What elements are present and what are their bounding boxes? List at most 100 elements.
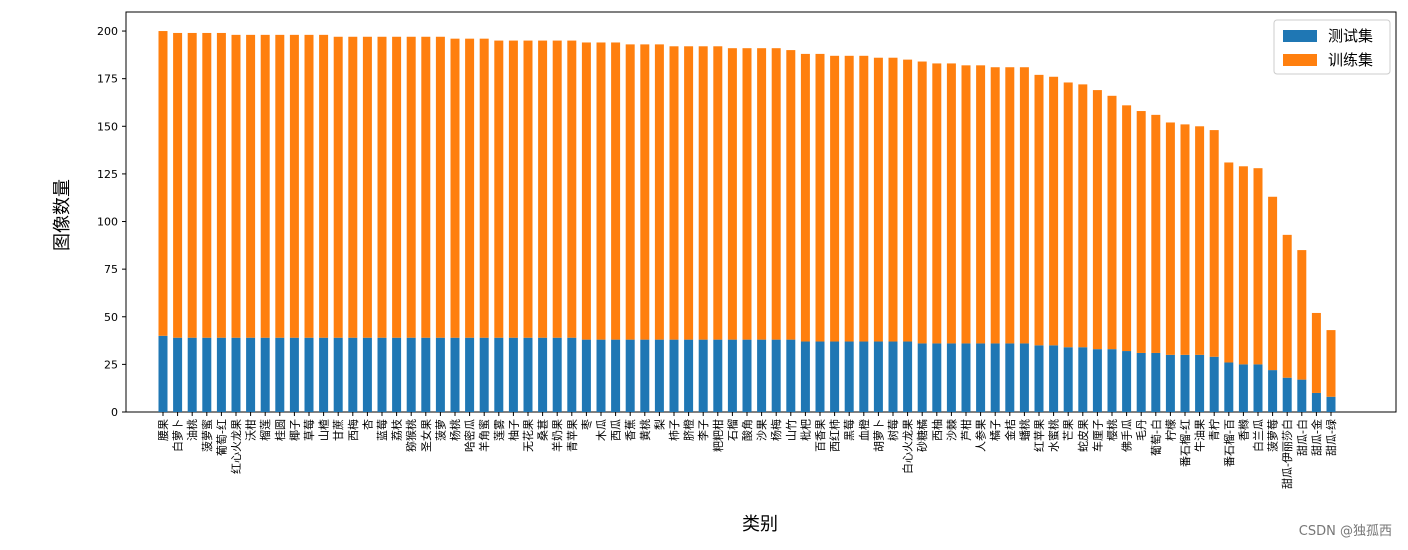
- bar-segment: [508, 337, 518, 412]
- x-tick-label: 葡萄-白: [1149, 419, 1163, 456]
- bar-segment: [1078, 347, 1088, 412]
- x-tick-label: 山楂: [317, 419, 331, 441]
- x-tick-label: 榴莲: [258, 419, 272, 441]
- bar-segment: [1005, 343, 1015, 412]
- bar-segment: [800, 53, 810, 342]
- bar-segment: [1151, 352, 1161, 412]
- x-tick-label: 椰子: [287, 419, 301, 441]
- x-tick-label: 黑莓: [843, 419, 856, 441]
- x-tick-label: 佛手瓜: [1120, 419, 1134, 452]
- bar-segment: [990, 67, 1000, 344]
- x-tick-label: 西瓜: [610, 419, 623, 441]
- x-tick-label: 菠萝莓: [1267, 419, 1280, 452]
- bar-segment: [304, 337, 314, 412]
- bar-segment: [611, 42, 621, 340]
- bar-segment: [1049, 76, 1059, 346]
- bar-segment: [815, 53, 825, 342]
- x-tick-label: 芒果: [1062, 419, 1075, 441]
- x-tick-label: 番石榴-百: [1222, 419, 1236, 467]
- x-tick-label: 圣女果: [419, 419, 433, 452]
- x-tick-label: 甜瓜-白: [1295, 419, 1309, 456]
- bar-segment: [1078, 84, 1088, 348]
- bar-segment: [888, 341, 898, 412]
- bar-segment: [1238, 166, 1248, 365]
- x-tick-label: 芦柑: [959, 419, 973, 441]
- bar-segment: [260, 337, 270, 412]
- y-tick-label: 150: [97, 120, 118, 133]
- bar-segment: [538, 337, 548, 412]
- bar-segment: [450, 38, 460, 338]
- x-tick-label: 梨: [652, 419, 666, 430]
- bar-segment: [1136, 352, 1146, 412]
- x-tick-label: 柿子: [667, 419, 681, 441]
- x-tick-label: 无花果: [522, 419, 535, 452]
- bar-segment: [1151, 114, 1161, 353]
- bar-segment: [1209, 130, 1219, 357]
- x-tick-label: 石榴: [725, 419, 739, 441]
- y-tick-label: 125: [97, 168, 118, 181]
- x-tick-label: 粑粑柑: [711, 419, 725, 452]
- x-tick-label: 甜瓜-金: [1309, 419, 1323, 456]
- bar-segment: [815, 341, 825, 412]
- bar-segment: [1122, 351, 1132, 412]
- bar-segment: [654, 339, 664, 412]
- x-tick-label: 葡萄-红: [215, 419, 228, 456]
- x-tick-label: 水蜜桃: [1047, 419, 1061, 452]
- bar-segment: [771, 339, 781, 412]
- x-tick-label: 哈密瓜: [463, 419, 477, 452]
- x-tick-label: 香蕉: [624, 419, 637, 441]
- bar-segment: [187, 337, 197, 412]
- bar-segment: [684, 46, 694, 340]
- bar-segment: [246, 337, 256, 412]
- x-tick-label: 树莓: [886, 419, 900, 441]
- x-tick-label: 白心火龙果: [901, 419, 915, 474]
- bar-segment: [786, 50, 796, 340]
- bar-segment: [333, 337, 343, 412]
- bar-segment: [946, 63, 956, 344]
- bar-segment: [830, 341, 840, 412]
- x-tick-label: 李子: [696, 419, 710, 441]
- x-tick-label: 羊角蜜: [477, 419, 491, 452]
- x-tick-label: 红苹果: [1032, 419, 1046, 452]
- bar-segment: [435, 337, 445, 412]
- bar-segment: [742, 339, 752, 412]
- x-tick-label: 菠萝: [434, 419, 447, 441]
- bar-segment: [552, 337, 562, 412]
- y-tick-label: 200: [97, 25, 118, 38]
- bar-segment: [1107, 349, 1117, 412]
- bar-segment: [1326, 330, 1336, 397]
- x-tick-label: 羊奶果: [550, 419, 564, 452]
- bar-segment: [888, 57, 898, 342]
- bar-segment: [713, 339, 723, 412]
- bar-segment: [333, 36, 343, 338]
- bar-segment: [727, 48, 737, 340]
- x-tick-label: 枣: [580, 419, 593, 430]
- bar-segment: [421, 337, 431, 412]
- y-axis-label: 图像数量: [52, 179, 73, 251]
- x-tick-label: 桑葚: [537, 419, 550, 441]
- bar-segment: [319, 34, 329, 338]
- x-tick-label: 青柠: [1207, 419, 1221, 441]
- x-tick-label: 百香果: [814, 419, 827, 452]
- x-tick-label: 人参果: [974, 419, 988, 452]
- x-tick-label: 沙棘: [945, 419, 958, 441]
- bar-segment: [903, 341, 913, 412]
- bar-segment: [932, 63, 942, 344]
- bar-segment: [654, 44, 664, 340]
- legend-swatch: [1283, 30, 1317, 42]
- bar-segment: [932, 343, 942, 412]
- x-tick-label: 橘子: [989, 419, 1002, 441]
- x-tick-label: 蛇皮果: [1076, 419, 1090, 452]
- x-tick-label: 血橙: [857, 419, 871, 441]
- bar-segment: [567, 337, 577, 412]
- bar-segment: [1034, 74, 1044, 346]
- bar-segment: [567, 40, 577, 338]
- bar-segment: [202, 337, 212, 412]
- bar-segment: [552, 40, 562, 338]
- bar-segment: [231, 337, 241, 412]
- x-tick-label: 黄桃: [638, 419, 652, 441]
- bar-segment: [377, 337, 387, 412]
- x-tick-label: 牛油果: [1193, 419, 1207, 452]
- bar-segment: [1019, 67, 1029, 344]
- x-tick-label: 油桃: [185, 419, 199, 441]
